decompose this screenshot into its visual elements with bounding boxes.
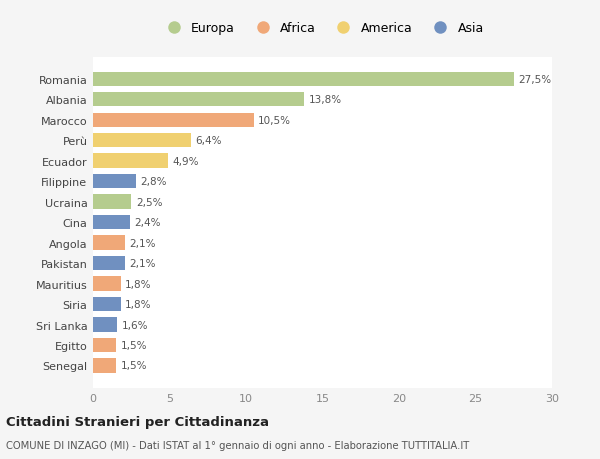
Bar: [93, 154, 168, 168]
Bar: [93, 358, 116, 373]
Text: 10,5%: 10,5%: [258, 115, 291, 125]
Text: 27,5%: 27,5%: [518, 74, 551, 84]
Text: 2,1%: 2,1%: [130, 238, 156, 248]
Bar: [93, 236, 125, 250]
Text: 1,8%: 1,8%: [125, 299, 152, 309]
Text: 1,8%: 1,8%: [125, 279, 152, 289]
Legend: Europa, Africa, America, Asia: Europa, Africa, America, Asia: [156, 17, 489, 40]
Bar: [93, 73, 514, 87]
Text: 1,5%: 1,5%: [121, 340, 147, 350]
Text: 2,4%: 2,4%: [134, 218, 161, 228]
Text: 13,8%: 13,8%: [309, 95, 342, 105]
Text: 4,9%: 4,9%: [173, 157, 199, 166]
Text: 2,5%: 2,5%: [136, 197, 163, 207]
Bar: [93, 277, 121, 291]
Bar: [93, 134, 191, 148]
Text: 1,6%: 1,6%: [122, 320, 149, 330]
Text: 6,4%: 6,4%: [196, 136, 222, 146]
Bar: [93, 297, 121, 312]
Bar: [93, 93, 304, 107]
Text: 2,8%: 2,8%: [140, 177, 167, 187]
Bar: [93, 338, 116, 353]
Bar: [93, 174, 136, 189]
Text: 2,1%: 2,1%: [130, 258, 156, 269]
Bar: [93, 318, 118, 332]
Text: Cittadini Stranieri per Cittadinanza: Cittadini Stranieri per Cittadinanza: [6, 415, 269, 428]
Text: 1,5%: 1,5%: [121, 361, 147, 371]
Text: COMUNE DI INZAGO (MI) - Dati ISTAT al 1° gennaio di ogni anno - Elaborazione TUT: COMUNE DI INZAGO (MI) - Dati ISTAT al 1°…: [6, 440, 469, 450]
Bar: [93, 113, 254, 128]
Bar: [93, 195, 131, 209]
Bar: [93, 215, 130, 230]
Bar: [93, 256, 125, 271]
